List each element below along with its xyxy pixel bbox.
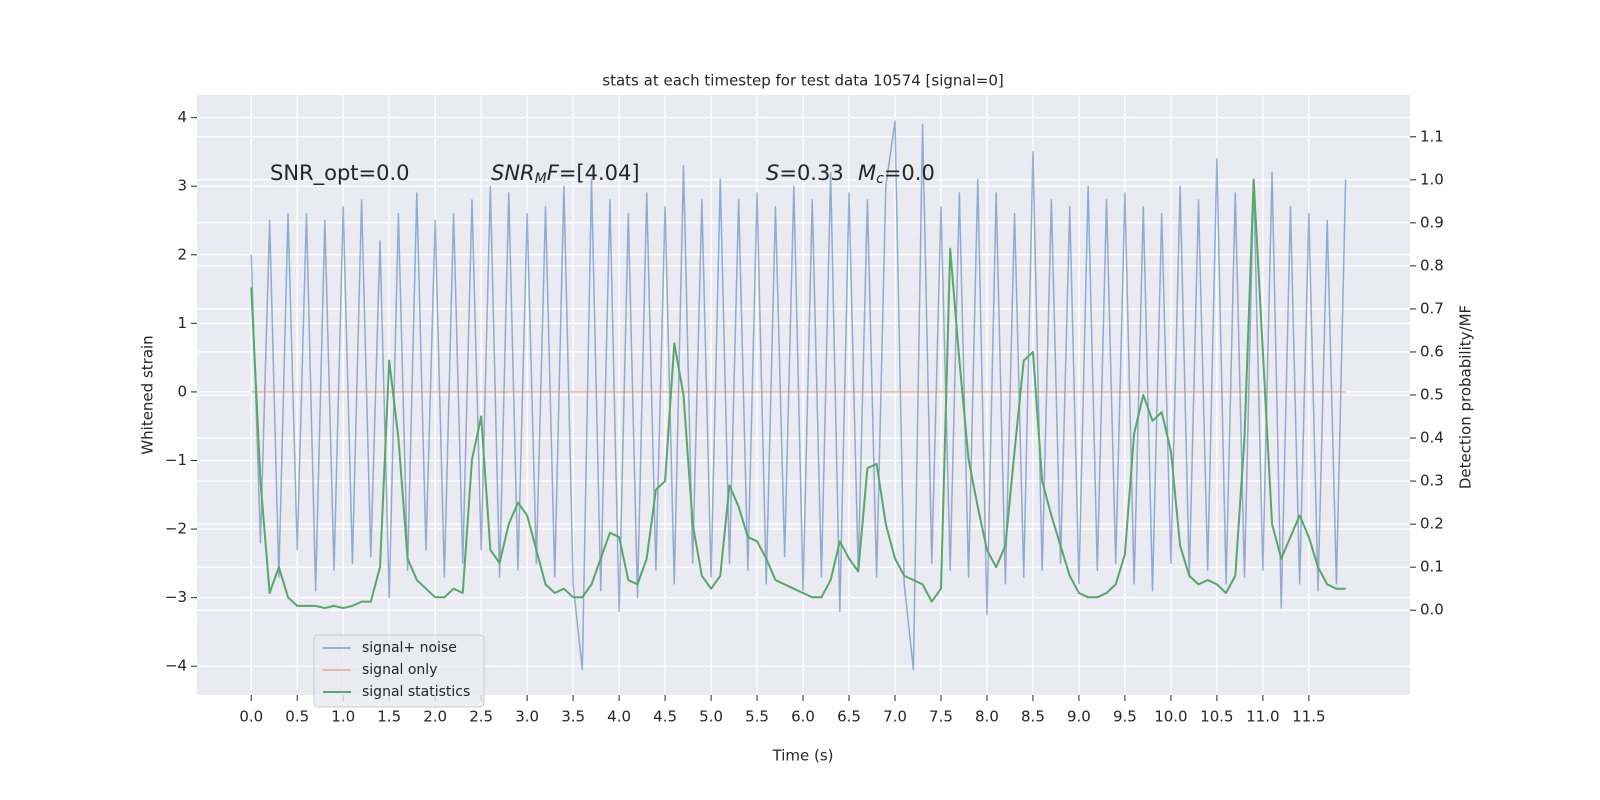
x-tick-label: 10.0 <box>1154 708 1187 726</box>
y2-tick-label: 1.0 <box>1420 170 1444 188</box>
chart-title: stats at each timestep for test data 105… <box>602 72 1003 90</box>
y-tick-label: −1 <box>165 451 187 469</box>
y2-tick-label: 0.1 <box>1420 558 1444 576</box>
x-tick-label: 9.0 <box>1067 708 1091 726</box>
legend-label: signal only <box>362 662 437 678</box>
x-tick-label: 3.5 <box>561 708 585 726</box>
series-line <box>250 120 1347 671</box>
annotation-part: SNR_opt=0.0 <box>270 161 410 186</box>
x-tick-label: 7.5 <box>929 708 953 726</box>
x-tick-label: 1.5 <box>377 708 401 726</box>
y2-tick-label: 0.5 <box>1420 386 1444 404</box>
x-tick-label: 7.0 <box>883 708 907 726</box>
y2-tick-label: 0.6 <box>1420 342 1444 360</box>
annotation: SNR_opt=0.0 <box>270 161 410 186</box>
annotation-part: =[4.04] <box>559 161 640 185</box>
x-tick-label: 5.0 <box>699 708 723 726</box>
y-tick-label: −4 <box>165 657 187 675</box>
y-tick-label: 1 <box>177 314 187 332</box>
annotation-part: =0.0 <box>884 161 935 185</box>
y-tick-label: −2 <box>165 520 187 538</box>
x-tick-label: 2.5 <box>469 708 493 726</box>
y2-tick-label: 0.7 <box>1420 299 1444 317</box>
y-tick-label: 4 <box>177 108 187 126</box>
x-tick-label: 6.0 <box>791 708 815 726</box>
y-axis-label: Whitened strain <box>139 335 157 454</box>
legend-box <box>313 634 485 708</box>
x-axis-label: Time (s) <box>772 747 834 765</box>
x-tick-label: 0.0 <box>239 708 263 726</box>
x-tick-label: 8.0 <box>975 708 999 726</box>
y2-axis-label: Detection probability/MF <box>1457 305 1475 489</box>
annotation: S=0.33 <box>766 161 844 185</box>
x-tick-label: 0.5 <box>285 708 309 726</box>
annotation-part: M <box>535 171 547 187</box>
y2-tick-label: 0.3 <box>1420 472 1444 490</box>
y2-tick-label: 0.8 <box>1420 256 1444 274</box>
y2-tick-label: 0.0 <box>1420 601 1444 619</box>
legend: signal+ noise signal only signal statistic… <box>313 634 485 708</box>
annotation-part: c <box>876 171 884 187</box>
x-tick-label: 3.0 <box>515 708 539 726</box>
x-tick-label: 8.5 <box>1021 708 1045 726</box>
x-tick-label: 1.0 <box>331 708 355 726</box>
legend-label: signal statistics <box>362 684 470 700</box>
y-tick-label: 3 <box>177 177 187 195</box>
legend-label: signal+ noise <box>362 640 457 656</box>
x-tick-label: 9.5 <box>1113 708 1137 726</box>
x-tick-label: 5.5 <box>745 708 769 726</box>
x-tick-label: 11.0 <box>1246 708 1279 726</box>
x-tick-label: 4.0 <box>607 708 631 726</box>
y2-tick-label: 1.1 <box>1420 127 1444 145</box>
annotation-part: SNR <box>491 161 535 185</box>
annotation-part: F <box>547 161 560 185</box>
y-tick-label: −3 <box>165 588 187 606</box>
x-tick-label: 10.5 <box>1200 708 1233 726</box>
annotation: Mc=0.0 <box>858 161 935 187</box>
annotation-part: =0.33 <box>779 161 843 185</box>
series-line <box>250 178 1346 610</box>
y-tick-label: 0 <box>177 382 187 400</box>
x-tick-label: 2.0 <box>423 708 447 726</box>
x-tick-label: 11.5 <box>1292 708 1325 726</box>
y2-tick-label: 0.9 <box>1420 213 1444 231</box>
x-tick-label: 4.5 <box>653 708 677 726</box>
y2-tick-label: 0.4 <box>1420 429 1444 447</box>
y-tick-label: 2 <box>177 245 187 263</box>
annotation: SNRMF=[4.04] <box>491 161 640 187</box>
x-tick-label: 6.5 <box>837 708 861 726</box>
annotation-part: S <box>766 161 779 185</box>
annotation-part: M <box>858 161 876 185</box>
y2-tick-label: 0.2 <box>1420 515 1444 533</box>
